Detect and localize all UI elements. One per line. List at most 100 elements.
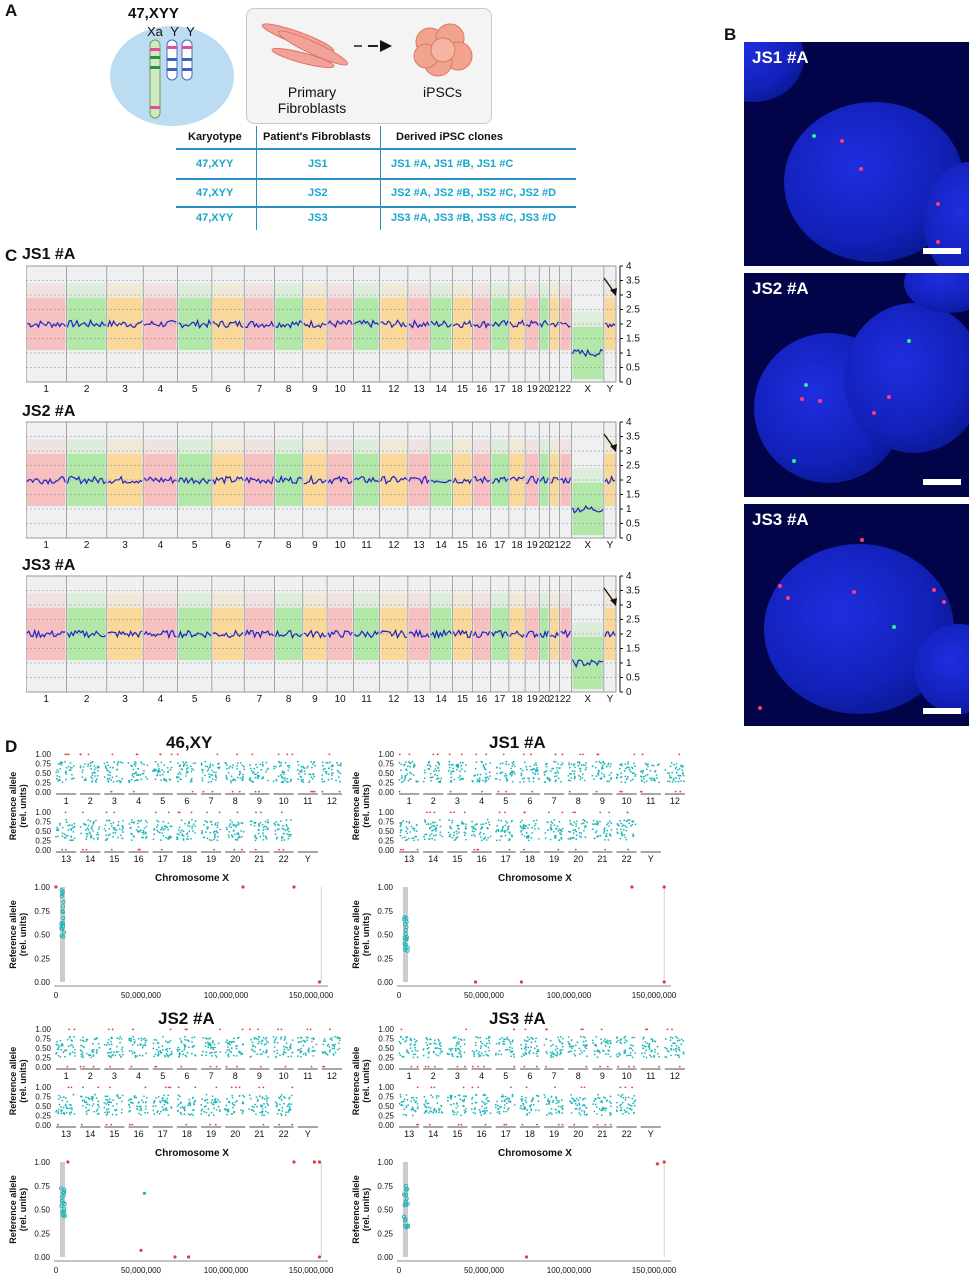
allele-point [413, 829, 416, 832]
y-tick-label: 3.5 [626, 276, 640, 287]
allele-point [626, 766, 628, 769]
allele-point [405, 1039, 408, 1042]
allele-point [143, 1044, 146, 1046]
allele-point [592, 1042, 595, 1044]
chrom-label: 18 [511, 384, 523, 394]
allele-point [160, 1110, 162, 1113]
allele-point [582, 822, 585, 825]
allele-point [435, 828, 437, 831]
allele-point [448, 766, 451, 769]
chrom-label: 6 [225, 694, 231, 704]
allele-point-hom [92, 1065, 95, 1068]
allele-point [570, 1112, 573, 1114]
allele-point-hom [309, 1028, 312, 1031]
allele-point [214, 1046, 216, 1049]
allele-point [121, 1046, 124, 1049]
allele-point [191, 1041, 193, 1043]
chrom-label: 16 [134, 1129, 144, 1139]
cn-band-fade [604, 283, 615, 298]
allele-point [488, 778, 490, 780]
allele-point [651, 1038, 654, 1041]
allele-point [143, 763, 145, 766]
allele-point [285, 1052, 287, 1054]
allele-point [67, 765, 70, 768]
allele-point-hom [66, 753, 68, 756]
allele-point [581, 1104, 584, 1107]
cn-line [26, 320, 66, 329]
allele-point-hom [317, 1255, 322, 1259]
allele-point [511, 835, 513, 838]
allele-point [163, 1103, 166, 1106]
allele-point [651, 1049, 654, 1052]
allele-point [93, 768, 96, 771]
allele-point [138, 1101, 140, 1104]
allele-point-hom [213, 848, 216, 851]
allele-point [511, 1047, 513, 1049]
allele-point [600, 1108, 603, 1111]
allele-point [453, 1103, 455, 1105]
allele-point [96, 1049, 98, 1051]
allele-point [592, 1103, 595, 1105]
allele-point [403, 1098, 406, 1100]
allele-point [324, 767, 326, 770]
allele-point [288, 833, 290, 836]
allele-point [282, 771, 285, 774]
y-tick-label: 0.00 [378, 1121, 394, 1130]
y-axis-label: (rel. units) [18, 784, 28, 828]
allele-point [448, 1053, 451, 1055]
table-cell: 47,XYY [196, 212, 234, 224]
allele-point [217, 1105, 220, 1108]
allele-point [524, 1108, 527, 1110]
allele-point [313, 761, 316, 763]
allele-point [549, 838, 552, 841]
allele-point-hom [464, 1065, 466, 1068]
allele-point [145, 1052, 148, 1055]
allele-point [496, 839, 498, 842]
cnv-plot-title: JS1 #A [22, 246, 76, 263]
y-tick-label: 0.00 [377, 978, 393, 987]
allele-point [678, 774, 680, 777]
chrom-label: 1 [64, 796, 69, 806]
allele-point [409, 831, 411, 833]
allele-point-hom [312, 1160, 316, 1164]
allele-point [139, 1105, 142, 1108]
allele-point [255, 837, 258, 840]
allele-point [132, 768, 135, 771]
allele-point [227, 1041, 230, 1044]
allele-point [399, 834, 402, 837]
allele-point-hom [129, 1123, 131, 1126]
cn-line [353, 630, 380, 639]
allele-point [603, 762, 606, 765]
allele-point [546, 776, 549, 779]
allele-point [412, 1097, 415, 1099]
allele-point [438, 1042, 441, 1044]
allele-point [670, 776, 673, 779]
allele-point [289, 834, 292, 837]
chrom-label: 11 [361, 384, 372, 394]
allele-point [431, 776, 434, 778]
allele-point [616, 1055, 619, 1058]
allele-point-hom [306, 1028, 309, 1031]
allele-point [504, 1095, 507, 1098]
allele-point [485, 822, 487, 824]
allele-point [128, 1037, 131, 1040]
allele-point [481, 1042, 484, 1045]
allele-point [585, 1045, 587, 1047]
allele-point [680, 765, 683, 767]
allele-point [85, 1096, 87, 1099]
allele-point [136, 774, 138, 777]
allele-point [610, 771, 613, 774]
allele-point [79, 1049, 82, 1051]
allele-point [576, 1104, 579, 1107]
allele-point-hom [135, 753, 138, 756]
allele-point [535, 764, 538, 766]
allele-point [74, 1055, 76, 1057]
allele-point [609, 1042, 612, 1045]
allele-point [619, 819, 621, 822]
chrom-label: 1 [407, 796, 412, 806]
allele-point [534, 1047, 536, 1050]
allele-point [177, 1098, 180, 1101]
cn-line [143, 629, 177, 640]
allele-point [544, 763, 547, 766]
allele-point [287, 1111, 290, 1113]
